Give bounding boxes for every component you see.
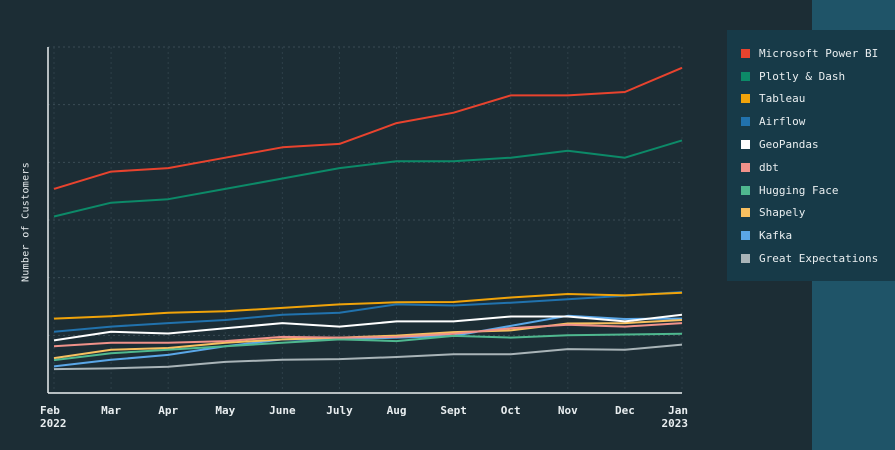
series-line-great-expectations xyxy=(53,343,683,371)
legend-swatch xyxy=(741,185,750,195)
series-lines xyxy=(53,66,683,371)
x-tick-label: Mar xyxy=(101,404,121,417)
x-tick-sublabel: 2023 xyxy=(662,417,689,430)
legend-label: Tableau xyxy=(759,92,806,106)
y-axis-label: Number of Customers xyxy=(20,161,32,283)
grid-lines xyxy=(48,46,683,394)
x-tick-label: Nov xyxy=(558,404,578,417)
legend-item: Kafka xyxy=(741,224,895,247)
axes xyxy=(47,47,682,394)
legend-item: Great Expectations xyxy=(741,247,895,270)
x-tick-label: July xyxy=(326,404,353,417)
x-tick-sublabel: 2022 xyxy=(40,417,67,430)
legend-swatch xyxy=(741,71,750,81)
x-tick-label: Jan xyxy=(668,404,688,417)
legend-label: Microsoft Power BI xyxy=(759,46,879,60)
legend-label: Airflow xyxy=(759,115,806,129)
legend-swatch xyxy=(741,48,750,58)
legend: Microsoft Power BI Plotly & Dash Tableau Ai… xyxy=(727,30,895,281)
legend-item: Hugging Face xyxy=(741,179,895,202)
legend-label: Plotly & Dash xyxy=(759,69,846,83)
legend-item: Plotly & Dash xyxy=(741,65,895,88)
legend-item: Airflow xyxy=(741,110,895,133)
legend-item: Tableau xyxy=(741,88,895,111)
legend-label: Great Expectations xyxy=(759,252,879,266)
series-line-geopandas xyxy=(53,313,683,342)
series-line-airflow xyxy=(53,291,683,333)
legend-label: Hugging Face xyxy=(759,183,839,197)
legend-swatch xyxy=(741,94,750,104)
x-tick-label: Apr xyxy=(158,404,178,417)
x-tick-label: Feb xyxy=(40,404,60,417)
legend-item: Microsoft Power BI xyxy=(741,42,895,65)
legend-label: Kafka xyxy=(759,229,793,243)
x-tick-label: Dec xyxy=(615,404,635,417)
x-tick-label: Sept xyxy=(440,404,467,417)
legend-swatch xyxy=(741,162,750,172)
legend-label: Shapely xyxy=(759,206,806,220)
legend-swatch xyxy=(741,140,750,150)
series-line-dbt xyxy=(53,322,683,348)
x-tick-label: Oct xyxy=(501,404,521,417)
legend-swatch xyxy=(741,117,750,127)
series-line-microsoft-power-bi xyxy=(53,66,683,190)
legend-swatch xyxy=(741,254,750,264)
x-tick-label: June xyxy=(269,404,296,417)
legend-item: GeoPandas xyxy=(741,133,895,156)
legend-swatch xyxy=(741,231,750,241)
series-line-hugging-face xyxy=(53,332,683,362)
legend-item: Shapely xyxy=(741,202,895,225)
legend-swatch xyxy=(741,208,750,218)
x-tick-label: Aug xyxy=(387,404,407,417)
legend-label: GeoPandas xyxy=(759,138,819,152)
series-line-tableau xyxy=(53,291,683,320)
legend-label: dbt xyxy=(759,160,779,174)
series-line-plotly-dash xyxy=(53,139,683,218)
legend-item: dbt xyxy=(741,156,895,179)
x-tick-label: May xyxy=(215,404,235,417)
